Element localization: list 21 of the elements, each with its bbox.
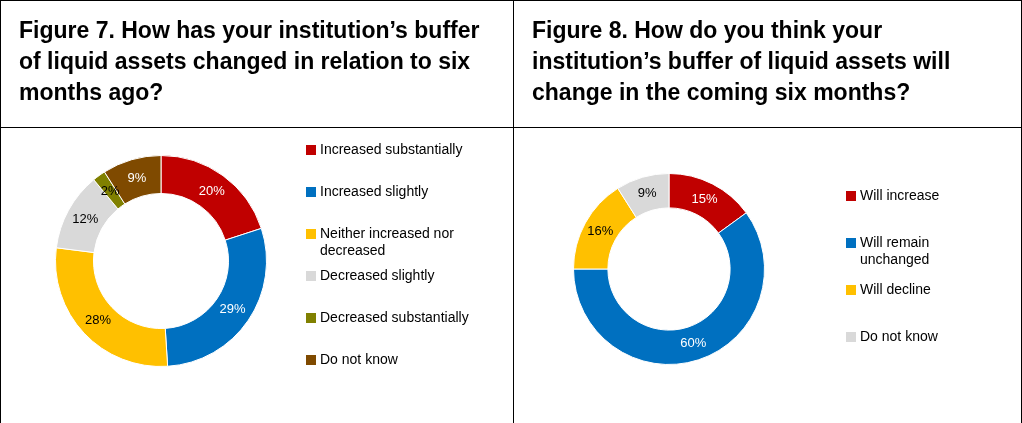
chart-title: Figure 8. How do you think your institution’s buffer of liquid assets will change in the coming six months? [514, 1, 1021, 128]
legend-label: Decreased substantially [320, 309, 469, 326]
data-label: 9% [127, 169, 147, 185]
legend-label: Increased slightly [320, 183, 429, 200]
chart-title: Figure 7. How has your institution’s buffer of liquid assets changed in relation to six months ago? [1, 1, 514, 128]
data-label: 28% [84, 311, 112, 327]
legend-label: Will increase [860, 187, 940, 204]
data-label: 16% [587, 222, 614, 238]
legend-label: Do not know [860, 328, 938, 345]
data-label: 29% [219, 301, 246, 317]
legend-label: Do not know [320, 351, 398, 368]
data-label: 12% [72, 210, 99, 226]
legend-label: Will remain unchanged [860, 234, 931, 268]
data-label: 60% [680, 335, 707, 351]
legend-label: Increased substantially [320, 141, 463, 158]
data-label: 20% [198, 182, 226, 198]
legend-label: Neither increased nor decreased [320, 225, 455, 259]
data-label: 15% [691, 190, 718, 206]
data-label: 9% [637, 185, 657, 201]
legend-label: Will decline [860, 281, 931, 298]
legend-label: Decreased slightly [320, 267, 435, 284]
